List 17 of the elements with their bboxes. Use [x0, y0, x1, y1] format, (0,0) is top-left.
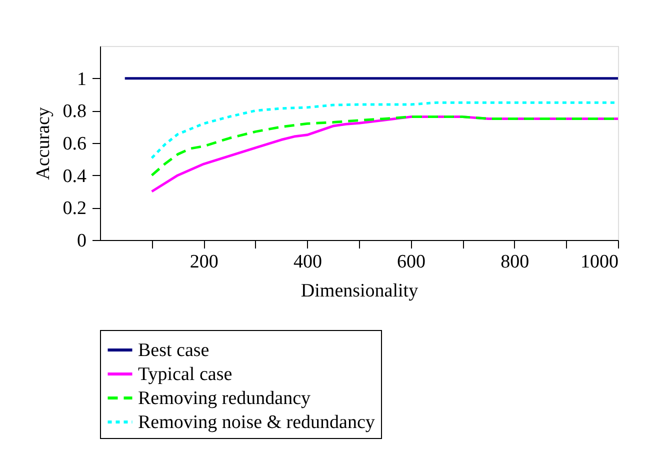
y-tick-label: 1 [77, 68, 86, 90]
y-tick-label: 0.4 [62, 166, 87, 187]
y-tick-label: 0.8 [62, 101, 86, 122]
x-tick-label: 600 [397, 252, 426, 272]
x-tick-label: 1000 [580, 252, 618, 272]
y-axis-title: Accuracy [32, 106, 54, 180]
legend-label: Best case [138, 340, 210, 361]
x-axis-title: Dimensionality [300, 280, 419, 302]
legend-label: Typical case [138, 364, 232, 385]
legend-label: Removing redundancy [138, 388, 312, 409]
y-tick-label: 0.2 [62, 198, 86, 220]
y-tick-label: 0 [77, 230, 86, 252]
x-tick-label: 400 [293, 252, 322, 272]
x-tick-label: 200 [190, 252, 218, 272]
y-tick-label: 0.6 [62, 134, 86, 154]
x-tick-label: 800 [500, 252, 530, 272]
legend-label: Removing noise & redundancy [138, 412, 376, 433]
